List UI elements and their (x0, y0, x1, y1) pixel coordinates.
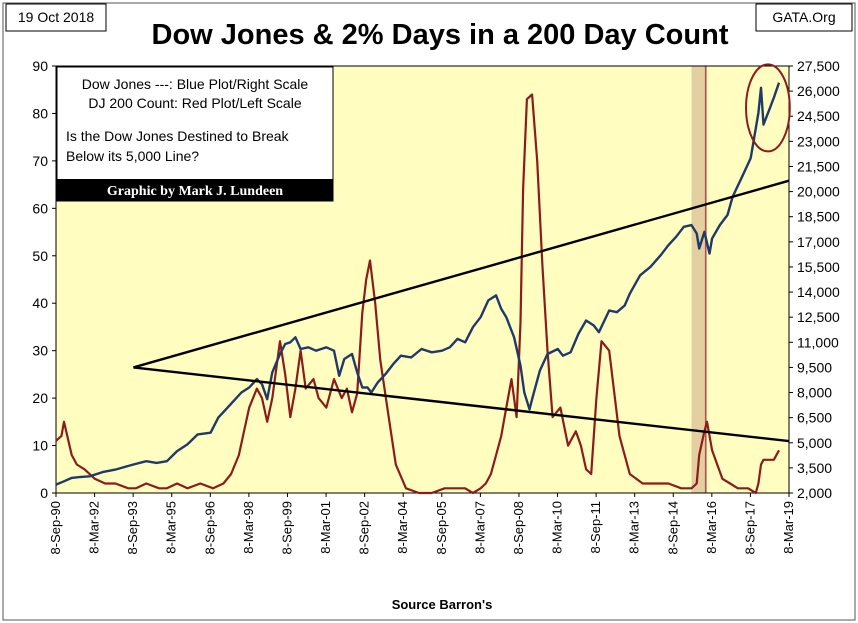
right-tick-label: 11,000 (797, 334, 839, 350)
right-tick-label: 3,500 (797, 460, 832, 476)
highlight-band-group (691, 66, 707, 493)
right-tick-label: 15,500 (797, 259, 840, 275)
x-tick-label: 8-Mar-19 (781, 501, 796, 554)
x-tick-label: 8-Mar-16 (704, 501, 719, 554)
left-tick-label: 40 (32, 295, 48, 311)
right-tick-label: 2,000 (797, 485, 832, 501)
x-tick-label: 8-Sep-11 (588, 501, 603, 554)
x-tick-label: 8-Mar-92 (87, 501, 102, 554)
right-tick-label: 9,500 (797, 359, 832, 375)
x-tick-label: 8-Mar-98 (241, 501, 256, 554)
right-tick-label: 8,000 (797, 385, 832, 401)
x-tick-label: 8-Mar-01 (318, 501, 333, 554)
x-tick-label: 8-Sep-05 (434, 501, 449, 554)
highlight-circle (745, 63, 791, 153)
left-tick-label: 90 (32, 58, 48, 74)
x-tick-label: 8-Sep-96 (202, 501, 217, 554)
right-tick-label: 21,500 (797, 158, 840, 174)
x-tick-label: 8-Sep-08 (511, 501, 526, 554)
axes-group: 0 10 20 30 40 50 60 70 80 90 2,000 3,500 5,000 6,500 8… (32, 58, 840, 554)
right-tick-label: 6,500 (797, 410, 832, 426)
highlight-band (691, 66, 707, 493)
source-label: GATA.Org (772, 9, 835, 25)
x-tick-label: 8-Mar-13 (627, 501, 642, 554)
x-tick-label: 8-Mar-95 (164, 501, 179, 554)
highlight-circle-group (745, 63, 791, 153)
x-axis-title: Source Barron's (392, 597, 493, 612)
date-box (5, 3, 107, 32)
dow-jones-line (55, 82, 781, 486)
left-tick-label: 30 (32, 343, 48, 359)
dj200-count-series (55, 93, 780, 495)
credit-text: Graphic by Mark J. Lundeen (107, 184, 283, 199)
trend-lines (133, 179, 790, 443)
right-tick-label: 17,000 (797, 234, 840, 250)
x-tick-label: 8-Mar-10 (550, 501, 565, 554)
right-tick-label: 27,500 (797, 58, 840, 74)
left-tick-label: 60 (32, 200, 48, 216)
right-tick-label: 20,000 (797, 184, 840, 200)
left-tick-label: 0 (40, 485, 48, 501)
x-tick-label: 8-Sep-99 (279, 501, 294, 554)
right-tick-label: 14,000 (797, 284, 840, 300)
lower-trend-line (133, 366, 790, 443)
x-tick-label: 8-Sep-93 (125, 501, 140, 554)
credit-bar (57, 179, 333, 201)
dj200-count-line (55, 93, 780, 495)
right-tick-label: 24,500 (797, 108, 840, 124)
x-tick-label: 8-Sep-17 (742, 501, 757, 554)
legend-box (56, 66, 334, 202)
x-tick-label: 8-Mar-04 (395, 501, 410, 554)
upper-trend-line (133, 179, 790, 369)
left-tick-label: 50 (32, 248, 48, 264)
question-line-1: Is the Dow Jones Destined to Break (66, 128, 290, 144)
right-tick-label: 23,000 (797, 133, 840, 149)
left-tick-label: 80 (32, 105, 48, 121)
x-tick-label: 8-Sep-14 (665, 501, 680, 554)
x-tick-label: 8-Sep-02 (357, 501, 372, 554)
chart-title: Dow Jones & 2% Days in a 200 Day Count (152, 19, 729, 51)
right-tick-label: 26,000 (797, 83, 840, 99)
legend-line-count: DJ 200 Count: Red Plot/Left Scale (88, 95, 301, 111)
source-box (755, 3, 853, 32)
left-tick-label: 10 (32, 438, 48, 454)
question-line-2: Below its 5,000 Line? (66, 148, 199, 164)
left-tick-label: 70 (32, 153, 48, 169)
right-tick-label: 12,500 (797, 309, 840, 325)
left-tick-label: 20 (32, 390, 48, 406)
right-tick-label: 18,500 (797, 209, 840, 225)
x-tick-label: 8-Mar-07 (472, 501, 487, 554)
dow-jones-series (55, 82, 781, 486)
date-label: 19 Oct 2018 (18, 9, 94, 25)
right-tick-label: 5,000 (797, 435, 832, 451)
legend-line-dow: Dow Jones ---: Blue Plot/Right Scale (82, 76, 309, 92)
x-tick-label: 8-Sep-90 (48, 501, 63, 554)
